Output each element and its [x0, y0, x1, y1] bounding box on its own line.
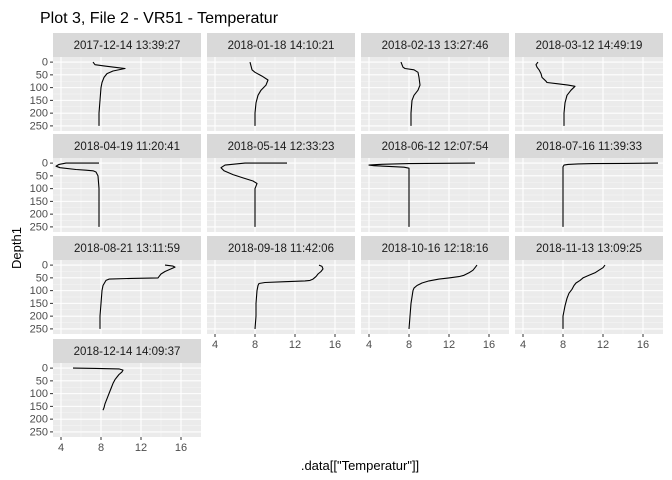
y-tick-label: 0 [42, 158, 48, 170]
facet-panel: 2018-06-12 12:07:54 [361, 134, 509, 232]
x-tick-label: 16 [483, 339, 495, 351]
x-tick-label: 8 [98, 442, 104, 454]
x-tick-label: 12 [597, 339, 609, 351]
facet-strip-label: 2018-01-18 14:10:21 [228, 40, 335, 52]
facet-panel: 2018-09-18 11:42:06 4 8 12 16 [207, 236, 355, 351]
x-tick-label: 12 [289, 339, 301, 351]
facet-panel: 2018-05-14 12:33:23 [207, 134, 355, 232]
x-tick-label: 8 [560, 339, 566, 351]
y-tick-label: 100 [30, 388, 48, 400]
temperature-profile-line [92, 61, 126, 126]
temperature-profile-line [368, 162, 476, 227]
facet-strip-label: 2018-06-12 12:07:54 [382, 141, 489, 153]
facet-panel: 2018-03-12 14:49:19 [515, 33, 663, 131]
facet-strip [361, 33, 509, 57]
facet-strip [515, 134, 663, 158]
x-tick-label: 4 [58, 442, 64, 454]
x-tick-label: 4 [366, 339, 372, 351]
temperature-profile-line [535, 61, 576, 126]
y-tick-label: 50 [36, 375, 48, 387]
facet-strip-label: 2018-03-12 14:49:19 [536, 40, 643, 52]
x-axis-title: .data[["Temperatur"]] [301, 458, 419, 473]
facet-strip [361, 134, 509, 158]
facet-strip [515, 33, 663, 57]
facet-strip-label: 2018-02-13 13:27:46 [382, 40, 489, 52]
temperature-profile-line [220, 162, 287, 227]
y-tick-label: 150 [30, 401, 48, 413]
facet-strip-label: 2017-12-14 13:39:27 [74, 40, 181, 52]
facet-strip [207, 134, 355, 158]
facet-strip-label: 2018-09-18 11:42:06 [228, 243, 334, 255]
y-tick-label: 200 [30, 209, 48, 221]
x-tick-label: 12 [443, 339, 455, 351]
y-tick-label: 0 [42, 260, 48, 272]
y-tick-label: 50 [36, 69, 48, 81]
y-tick-label: 150 [30, 196, 48, 208]
y-tick-label: 200 [30, 414, 48, 426]
y-tick-label: 200 [30, 311, 48, 323]
y-tick-label: 0 [42, 57, 48, 69]
x-tick-label: 4 [212, 339, 218, 351]
x-tick-label: 16 [637, 339, 649, 351]
x-tick-label: 16 [329, 339, 341, 351]
y-tick-label: 50 [36, 272, 48, 284]
y-tick-label: 0 [42, 363, 48, 375]
facet-strip [53, 134, 201, 158]
facet-strip-label: 2018-11-13 13:09:25 [536, 243, 642, 255]
y-axis-title: Depth1 [9, 227, 24, 269]
temperature-profile-line [249, 61, 269, 126]
x-tick-label: 4 [520, 339, 526, 351]
facet-strip-label: 2018-04-19 11:20:41 [74, 141, 180, 153]
temperature-profile-line [562, 264, 606, 329]
temperature-profile-line [72, 367, 124, 411]
temperature-profile-line [400, 61, 421, 126]
y-tick-label: 250 [30, 323, 48, 335]
y-tick-label: 150 [30, 298, 48, 310]
chart-title: Plot 3, File 2 - VR51 - Temperatur [40, 10, 279, 27]
y-tick-label: 100 [30, 285, 48, 297]
facet-strip [53, 236, 201, 260]
y-tick-label: 250 [30, 426, 48, 438]
y-tick-label: 100 [30, 183, 48, 195]
temperature-profile-line [562, 162, 659, 227]
facet-strip-label: 2018-12-14 14:09:37 [74, 346, 181, 358]
facet-strip [361, 236, 509, 260]
facet-strip [53, 33, 201, 57]
x-tick-label: 8 [252, 339, 258, 351]
facet-strip-label: 2018-10-16 12:18:16 [382, 243, 489, 255]
x-tick-label: 16 [175, 442, 187, 454]
y-tick-label: 150 [30, 95, 48, 107]
y-tick-label: 250 [30, 120, 48, 132]
x-tick-label: 12 [135, 442, 147, 454]
temperature-profile-line [254, 264, 324, 329]
y-tick-label: 200 [30, 108, 48, 120]
facet-strip [515, 236, 663, 260]
temperature-profile-line [55, 162, 100, 227]
facet-panel: 2018-11-13 13:09:25 4 8 12 16 [515, 236, 663, 351]
facet-panel: 2018-07-16 11:39:33 [515, 134, 663, 232]
facet-strip-label: 2018-08-21 13:11:59 [74, 243, 180, 255]
facet-panel: 2018-10-16 12:18:16 4 8 12 16 [361, 236, 509, 351]
y-tick-label: 50 [36, 170, 48, 182]
facet-strip-label: 2018-07-16 11:39:33 [536, 141, 642, 153]
facet-strip-label: 2018-05-14 12:33:23 [228, 141, 335, 153]
temperature-profile-line [99, 264, 176, 329]
facet-strip [53, 339, 201, 363]
y-tick-label: 100 [30, 82, 48, 94]
facet-strip [207, 236, 355, 260]
facet-panel: 2018-01-18 14:10:21 [207, 33, 355, 131]
temperature-profile-line [408, 264, 478, 329]
facet-panel: 2018-02-13 13:27:46 [361, 33, 509, 131]
facet-panels: 2017-12-14 13:39:270501001502002502018-0… [30, 33, 663, 454]
y-tick-label: 250 [30, 221, 48, 233]
facet-strip [207, 33, 355, 57]
x-tick-label: 8 [406, 339, 412, 351]
